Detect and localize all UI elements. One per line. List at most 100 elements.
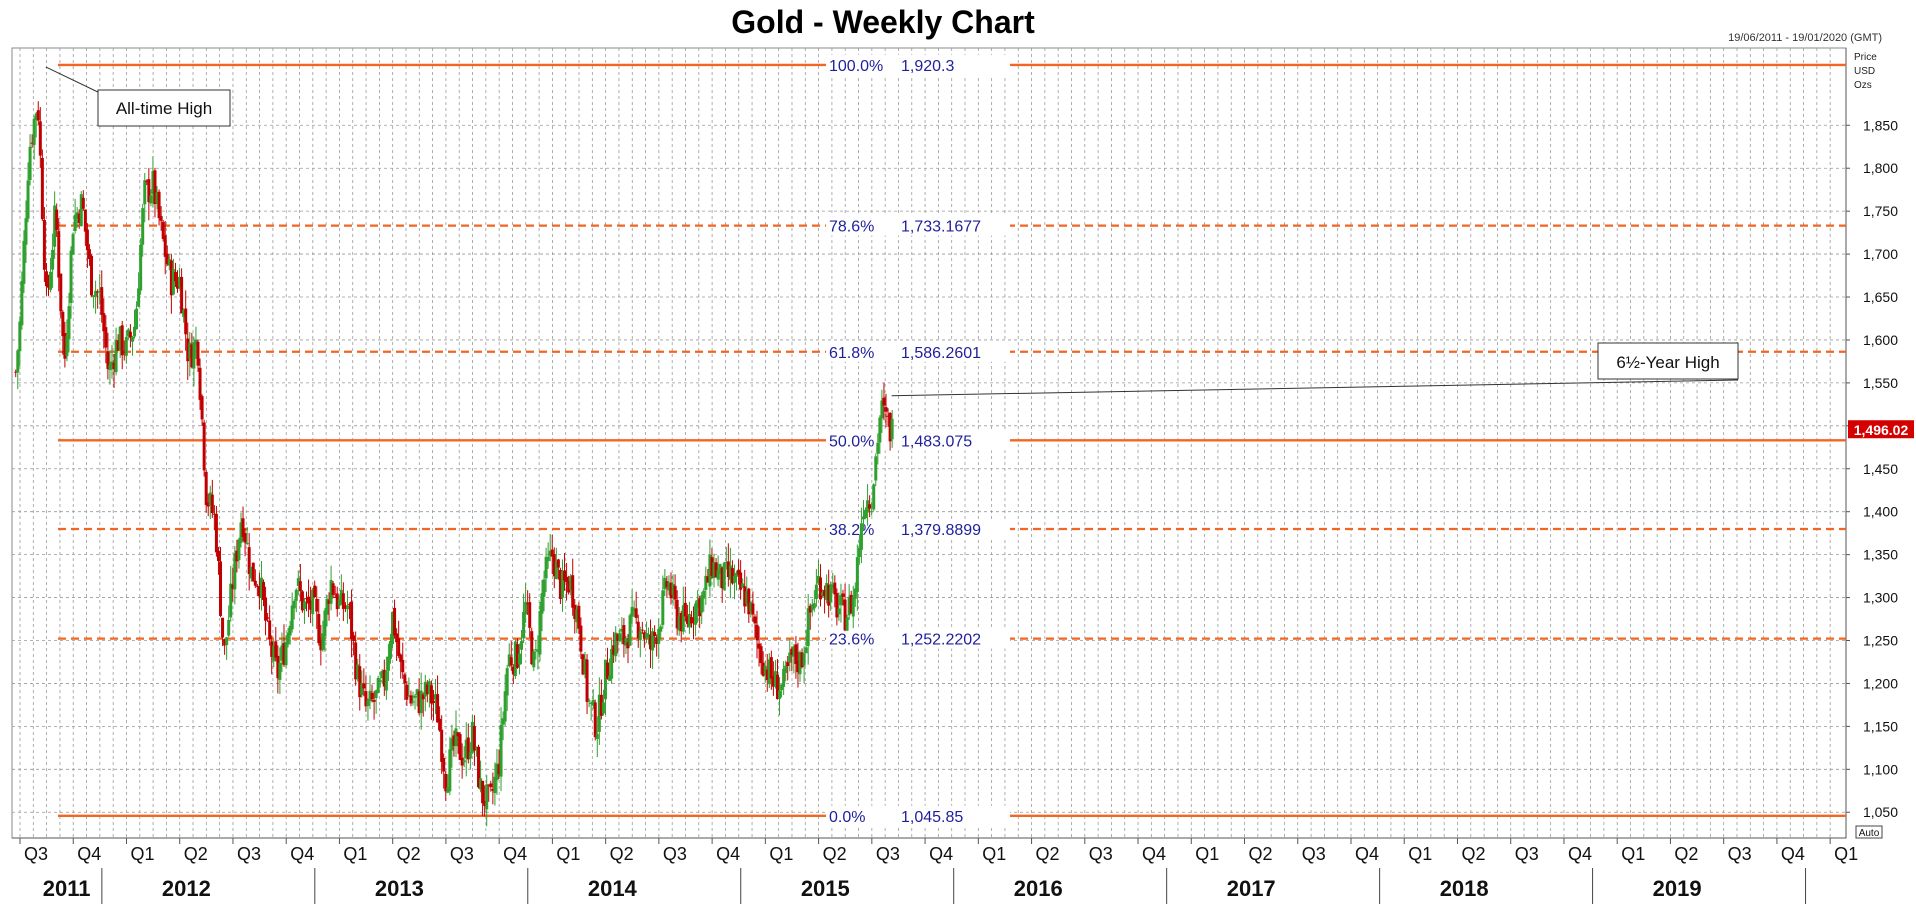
candle-body [765, 669, 769, 681]
candle-body [644, 633, 648, 639]
candle-body [368, 690, 372, 702]
candle-body [360, 683, 364, 696]
candle-body [114, 340, 118, 373]
candle-body [286, 632, 290, 645]
candle-body [255, 585, 259, 587]
candle-body [835, 593, 839, 618]
candle-body [612, 645, 616, 655]
candle-body [364, 691, 368, 707]
candle-body [184, 308, 188, 335]
candle-body [278, 662, 282, 680]
candle-body [509, 657, 513, 666]
candle-body [769, 657, 773, 679]
candle-body [786, 661, 790, 666]
candle-body [118, 326, 122, 351]
candle-body [282, 643, 286, 665]
candle-body [34, 113, 38, 120]
auto-button[interactable] [1855, 825, 1883, 839]
candle-body [135, 308, 139, 330]
fib-level-pct: 100.0% [829, 58, 883, 75]
candle-body [155, 192, 159, 204]
annotation-pointer [891, 379, 1739, 397]
candle-body [859, 523, 863, 550]
candle-body [661, 590, 665, 625]
candle-body [231, 584, 235, 589]
fib-level-value: 1,483.075 [901, 433, 972, 450]
candle-body [307, 596, 311, 604]
candle-body [169, 260, 173, 296]
candle-body [800, 652, 804, 668]
candle-body [454, 728, 458, 747]
candle-body [841, 593, 845, 597]
candle-body [61, 311, 65, 337]
candle-body [823, 589, 827, 597]
candle-body [71, 233, 75, 255]
candle-body [87, 249, 91, 260]
candle-body [544, 556, 548, 579]
candle-body [190, 344, 194, 368]
candle-body [378, 680, 382, 683]
candle-body [124, 337, 128, 356]
candle-body [30, 142, 34, 144]
candle-body [499, 724, 503, 777]
candle-body [788, 652, 792, 663]
candle-body [470, 721, 474, 753]
candle-body [601, 702, 605, 714]
candle-body [393, 607, 397, 636]
candle-body [395, 633, 399, 643]
candle-body [732, 575, 736, 583]
candle-body [327, 600, 331, 604]
candle-body [581, 654, 585, 675]
x-tick-quarter: Q2 [397, 844, 421, 864]
candle-body [284, 642, 288, 666]
candle-body [431, 700, 435, 704]
candle-body [843, 599, 847, 631]
fib-label-bg [826, 430, 1010, 451]
candle-body [743, 586, 747, 607]
candle-body [339, 589, 343, 604]
candle-body [874, 456, 878, 481]
candle-body [407, 695, 411, 697]
candle-body [55, 209, 59, 231]
candle-body [880, 400, 884, 419]
candle-body [638, 631, 642, 641]
candle-body [141, 208, 145, 245]
x-tick-quarter: Q1 [556, 844, 580, 864]
candle-body [759, 646, 763, 664]
x-tick-quarter: Q3 [1302, 844, 1326, 864]
candle-body [233, 553, 237, 590]
x-tick-quarter: Q1 [1621, 844, 1645, 864]
candle-body [821, 592, 825, 596]
candle-body [728, 565, 732, 580]
candle-body [243, 533, 247, 543]
candle-body [477, 746, 481, 788]
fib-level-value: 1,252.2202 [901, 632, 981, 649]
candle-body [790, 648, 794, 655]
fib-level-value: 1,733.1677 [901, 219, 981, 236]
candle-body [593, 702, 597, 738]
x-tick-quarter: Q2 [823, 844, 847, 864]
candle-body [188, 342, 192, 360]
candle-body [405, 684, 409, 700]
candle-body [804, 647, 808, 654]
y-tick-label: 1,050 [1863, 804, 1898, 820]
candle-body [352, 635, 356, 642]
x-tick-quarter: Q3 [1515, 844, 1539, 864]
candle-body [356, 664, 360, 679]
candle-body [462, 760, 466, 763]
candle-body [542, 579, 546, 597]
candle-body [444, 773, 448, 792]
candle-body [595, 733, 599, 740]
candle-body [102, 313, 106, 332]
candle-body [401, 659, 405, 673]
candle-body [534, 649, 538, 651]
candle-body [161, 221, 165, 239]
annotation-pointer [45, 66, 103, 95]
candle-body [716, 570, 720, 580]
candle-body [685, 616, 689, 624]
candle-body [178, 276, 182, 288]
y-tick-label: 1,650 [1863, 289, 1898, 305]
fib-level-value: 1,045.85 [901, 809, 963, 826]
candle-body [268, 620, 272, 640]
candle-body [683, 602, 687, 617]
